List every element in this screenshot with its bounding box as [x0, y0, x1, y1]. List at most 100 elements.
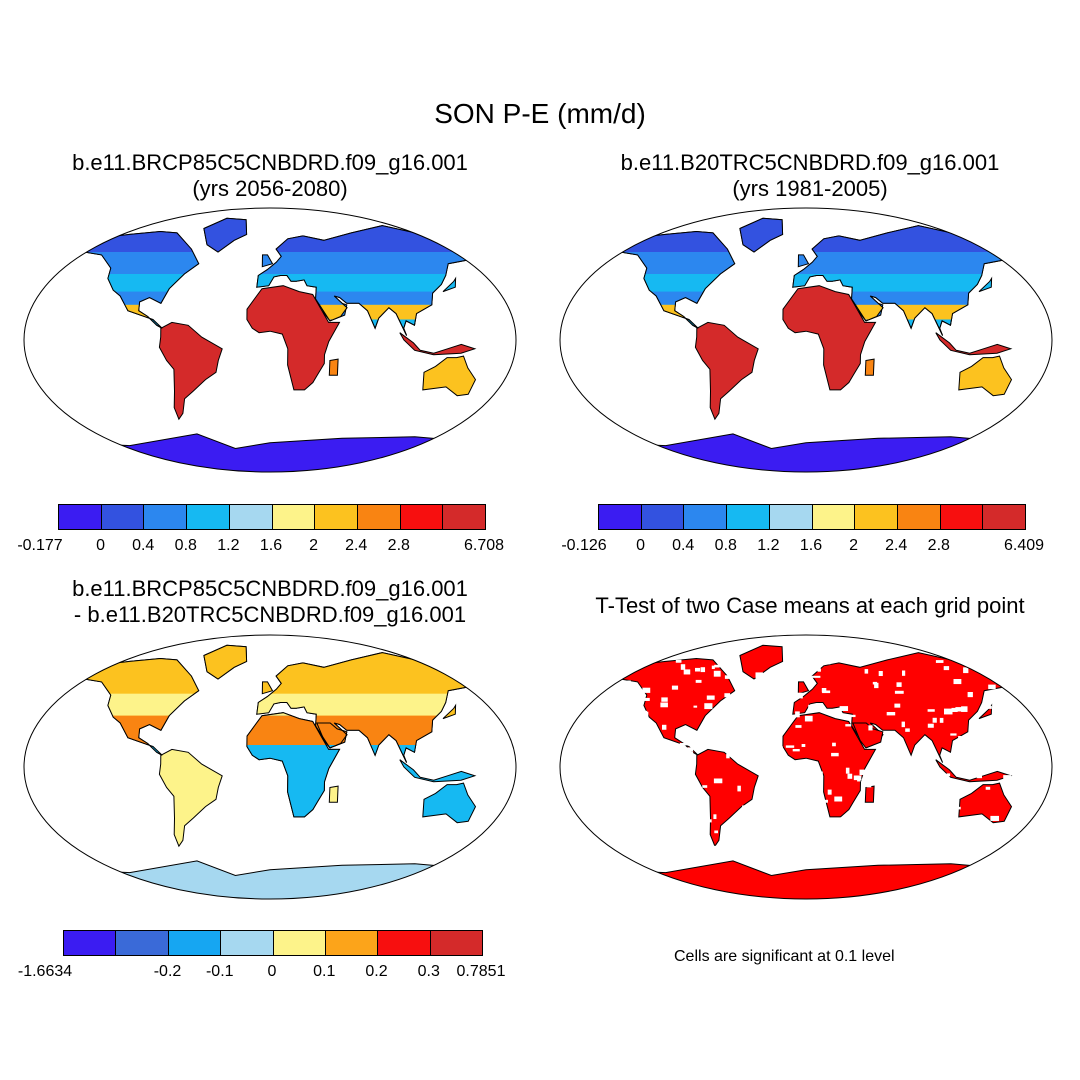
nonsignificant-cell — [733, 849, 738, 855]
nonsignificant-cell — [935, 660, 944, 663]
colorbar-tick-label: 0.4 — [672, 537, 695, 554]
nonsignificant-cell — [787, 682, 794, 687]
nonsignificant-cell — [735, 834, 743, 838]
colorbar-swatch — [315, 505, 358, 529]
colorbar-tick-label: 0.4 — [132, 537, 155, 554]
nonsignificant-cell — [1034, 770, 1044, 775]
nonsignificant-cell — [583, 787, 588, 792]
nonsignificant-cell — [803, 844, 809, 849]
nonsignificant-cell — [633, 817, 639, 820]
nonsignificant-cell — [801, 744, 806, 747]
nonsignificant-cell — [811, 803, 820, 808]
nonsignificant-cell — [573, 758, 580, 761]
colorbar-top-right — [598, 504, 1026, 530]
nonsignificant-cell — [915, 757, 925, 764]
nonsignificant-cell — [859, 826, 863, 830]
nonsignificant-cell — [827, 789, 832, 795]
nonsignificant-cell — [714, 664, 720, 668]
colorbar-labels-top-left: -0.177 0 0.4 0.8 1.2 1.6 2 2.4 2.8 6.708 — [0, 537, 1080, 559]
colorbar-swatch — [272, 505, 316, 529]
colorbar-tick-label: 2 — [309, 537, 319, 554]
nonsignificant-cell — [789, 663, 798, 668]
nonsignificant-cell — [711, 845, 719, 850]
continent-uk — [261, 681, 274, 695]
nonsignificant-cell — [981, 734, 985, 740]
colorbar-swatch — [684, 505, 728, 529]
panel-title-bottom-left: b.e11.BRCP85C5CNBDRD.f09_g16.001 - b.e11… — [20, 576, 520, 628]
continent-australia — [422, 782, 477, 824]
nonsignificant-cell — [709, 732, 716, 737]
colorbar-tick-label: 0.8 — [714, 537, 737, 554]
coastline — [601, 230, 736, 329]
nonsignificant-cell — [836, 818, 845, 822]
nonsignificant-cell — [604, 784, 609, 788]
nonsignificant-cell — [810, 773, 819, 779]
map-border — [23, 207, 517, 473]
nonsignificant-cell — [706, 695, 715, 700]
colorbar-tick-label: 6.708 — [463, 537, 505, 554]
colorbar-tick-label: -0.1 — [205, 963, 234, 980]
nonsignificant-cell — [584, 793, 592, 796]
colorbar-swatch — [116, 931, 169, 955]
nonsignificant-cell — [797, 661, 806, 664]
nonsignificant-cell — [823, 659, 831, 665]
nonsignificant-cell — [961, 706, 968, 712]
nonsignificant-cell — [778, 780, 785, 786]
nonsignificant-cell — [648, 821, 653, 826]
nonsignificant-cell — [588, 743, 596, 749]
nonsignificant-cell — [737, 785, 741, 792]
nonsignificant-cell — [686, 751, 694, 755]
nonsignificant-cell — [683, 669, 691, 675]
colorbar-tick-label: 6.409 — [1003, 537, 1045, 554]
map-border — [559, 207, 1053, 473]
continent-indonesia — [935, 332, 1013, 356]
coastline — [246, 712, 341, 818]
colorbar-tick-label: 0.1 — [313, 963, 336, 980]
nonsignificant-cell — [806, 828, 815, 832]
nonsignificant-cell — [623, 756, 630, 760]
nonsignificant-cell — [795, 711, 800, 718]
nonsignificant-cell — [1013, 794, 1022, 800]
nonsignificant-cell — [724, 675, 732, 679]
nonsignificant-cell — [839, 706, 849, 711]
nonsignificant-cell — [1028, 782, 1036, 788]
nonsignificant-cell — [661, 794, 665, 800]
continent-indonesia — [399, 332, 477, 356]
colorbar-tick-label: 2 — [849, 537, 859, 554]
nonsignificant-cell — [641, 697, 650, 701]
nonsignificant-cell — [963, 667, 969, 674]
nonsignificant-cell — [703, 819, 712, 823]
nonsignificant-cell — [611, 811, 616, 816]
colorbar-tick-label: 0 — [636, 537, 646, 554]
nonsignificant-cell — [603, 804, 610, 809]
continent-africa — [246, 285, 341, 391]
nonsignificant-cell — [689, 759, 693, 762]
nonsignificant-cell — [776, 672, 781, 676]
panel-title-bottom-right: T-Test of two Case means at each grid po… — [560, 593, 1060, 619]
nonsignificant-cell — [804, 715, 813, 722]
nonsignificant-cell — [762, 810, 769, 813]
nonsignificant-cell — [1002, 678, 1007, 681]
nonsignificant-cell — [976, 773, 983, 779]
nonsignificant-cell — [807, 767, 816, 772]
nonsignificant-cell — [629, 767, 639, 770]
continent-japan — [978, 703, 993, 720]
nonsignificant-cell — [784, 708, 790, 715]
nonsignificant-cell — [791, 767, 797, 771]
nonsignificant-cell — [753, 837, 760, 841]
coastline — [316, 722, 348, 749]
map-bottom-left — [23, 634, 517, 900]
nonsignificant-cell — [1029, 763, 1033, 769]
nonsignificant-cell — [630, 793, 637, 800]
colorbar-swatch — [812, 505, 856, 529]
nonsignificant-cell — [621, 765, 630, 768]
nonsignificant-cell — [798, 853, 803, 859]
nonsignificant-cell — [955, 848, 959, 855]
nonsignificant-cell — [627, 680, 631, 683]
nonsignificant-cell — [975, 829, 979, 833]
nonsignificant-cell — [971, 755, 980, 759]
figure-title: SON P-E (mm/d) — [434, 98, 646, 129]
nonsignificant-cell — [950, 733, 957, 736]
panel-title-line2: (yrs 2056-2080) — [192, 176, 348, 201]
nonsignificant-cell — [905, 728, 910, 732]
